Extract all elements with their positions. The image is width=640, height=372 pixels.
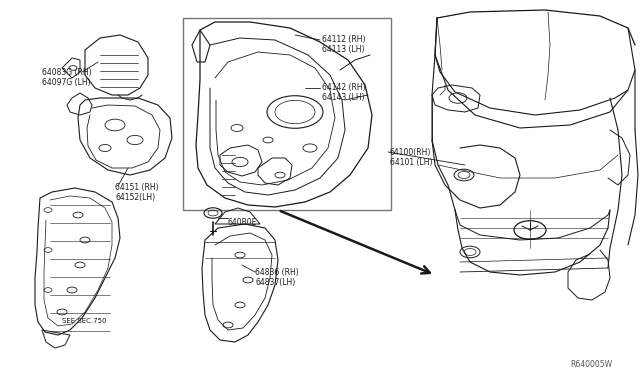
Text: 64112 (RH)
64113 (LH): 64112 (RH) 64113 (LH) (322, 35, 365, 54)
Text: SEE SEC.750: SEE SEC.750 (62, 318, 106, 324)
Text: 640B0E: 640B0E (228, 218, 257, 227)
Text: 64100(RH)
64101 (LH): 64100(RH) 64101 (LH) (390, 148, 433, 167)
Text: 64083G (RH)
64097G (LH): 64083G (RH) 64097G (LH) (42, 68, 92, 87)
Text: 64151 (RH)
64152(LH): 64151 (RH) 64152(LH) (115, 183, 159, 202)
Text: 64836 (RH)
64837(LH): 64836 (RH) 64837(LH) (255, 268, 299, 288)
Bar (183, 18, 391, 210)
Text: R640005W: R640005W (570, 360, 612, 369)
Text: 64142 (RH)
64143 (LH): 64142 (RH) 64143 (LH) (322, 83, 365, 102)
